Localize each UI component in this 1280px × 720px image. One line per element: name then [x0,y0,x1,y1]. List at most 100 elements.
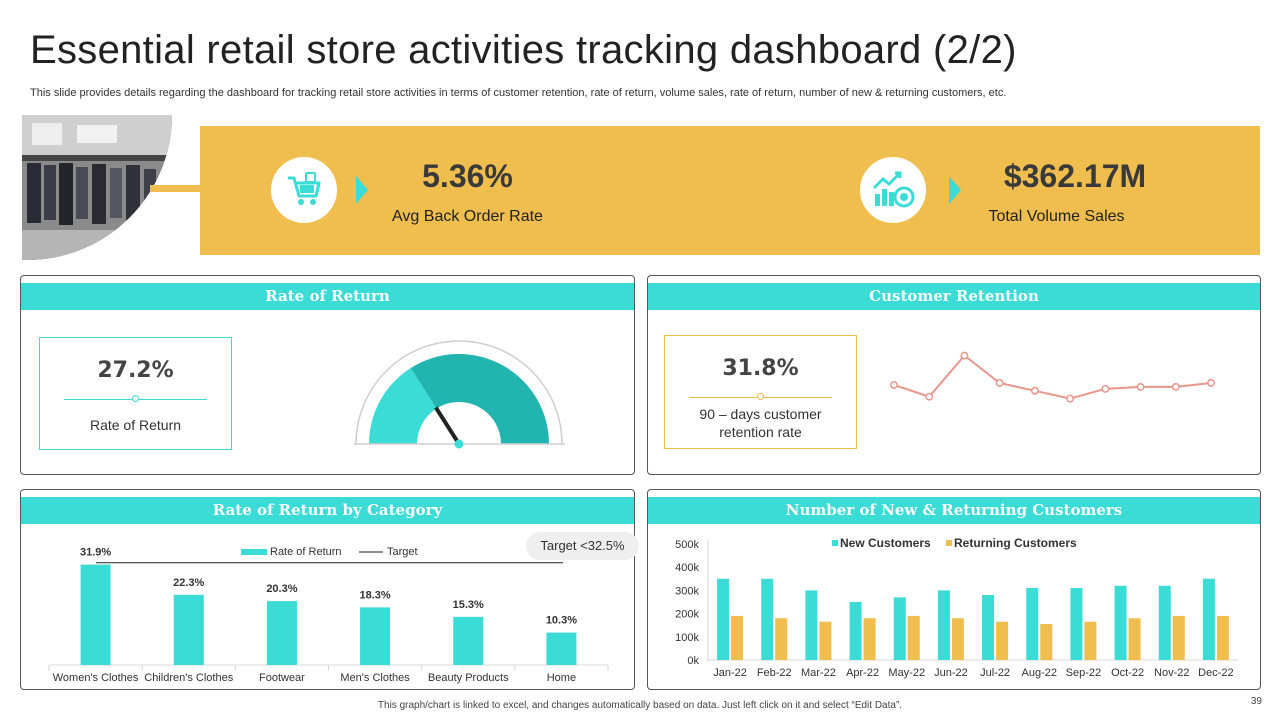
returning-customers-bar [951,618,964,660]
retention-line [893,354,1212,400]
category-bar-label: 20.3% [266,583,297,595]
customer-retention-divider-dot [757,393,764,400]
retention-point [890,380,898,389]
customers-legend-swatch [832,540,838,546]
returning-customers-bar [1216,615,1229,660]
category-bar-label: 18.3% [359,589,390,601]
customer-retention-header: Customer Retention [648,283,1260,310]
returning-customers-bar [1084,621,1097,660]
gauge-outer-ring [355,340,563,445]
customers-y-tick-label: 100k [675,632,699,644]
category-bar-label: 31.9% [80,547,111,559]
shopping-cart-icon [288,172,321,205]
new-customers-bar [1202,578,1215,660]
rate-of-return-divider-dot [132,395,139,402]
returning-customers-bar [1172,615,1185,660]
retention-point [1101,384,1110,393]
kpi-arrow-2 [949,176,961,204]
customers-y-tick-label: 400k [675,562,699,574]
returning-customers-bar [863,618,876,660]
customers-header: Number of New & Returning Customers [648,497,1260,524]
legend-target: Target [387,546,418,558]
customer-retention-box: 31.8% 90 – days customer retention rate [664,335,857,449]
new-customers-bar [893,597,906,660]
rate-of-return-value: 27.2% [97,358,174,383]
returning-customers-bar [819,621,832,660]
target-pill: Target <32.5% [526,532,639,560]
category-bar-label: 22.3% [173,577,204,589]
category-panel: Rate of Return by Category Target <32.5%… [20,489,639,690]
category-bar-label: 15.3% [453,599,484,611]
customers-legend-label: New Customers [840,536,931,550]
category-header: Rate of Return by Category [21,497,634,524]
legend-rate-of-return-swatch [241,549,267,555]
retention-point [925,392,934,401]
new-customers-bar [849,602,862,660]
category-tick-label: Women's Clothes [53,672,139,684]
customers-y-tick-label: 200k [675,609,699,621]
category-tick-label: Men's Clothes [340,672,410,684]
returning-customers-bar [775,618,788,660]
returning-customers-bar [731,615,744,660]
kpi-banner: 5.36% Avg Back Order Rate $362.17M Total… [200,126,1260,255]
rate-of-return-panel: Rate of Return 27.2% Rate of Return [20,275,635,475]
customers-legend-swatch [946,540,952,546]
returning-customers-bar [1128,618,1141,660]
returning-customers-bar [907,615,920,660]
customers-x-tick-label: Oct-22 [1111,667,1144,679]
category-bar [173,594,204,665]
customer-retention-label-1: 90 – days customer [699,406,822,422]
returning-customers-bar [996,621,1009,660]
gauge-fill [368,368,437,444]
new-customers-bar [1114,585,1127,660]
new-customers-bar [982,595,995,660]
kpi-arrow-1 [356,176,368,204]
customers-y-tick-label: 0k [687,655,699,667]
category-tick-label: Home [547,672,576,684]
rate-of-return-header: Rate of Return [21,283,634,310]
customers-x-tick-label: Mar-22 [801,667,836,679]
customers-bar-chart: 0k 100k 200k 300k 400k 500k New Customers Retur… [675,536,1238,679]
customers-x-tick-label: Dec-22 [1198,667,1233,679]
retention-point [1066,394,1075,403]
customer-retention-line-chart [890,351,1215,403]
category-bar-chart: Rate of Return Target 31.9% Women's Clothes… [48,546,609,684]
kpi-label-back-order: Avg Back Order Rate [392,208,543,225]
kpi-icon-circle-1 [271,157,337,223]
new-customers-bar [1158,585,1171,660]
kpi-value-volume-sales: $362.17M [1003,158,1147,194]
customers-x-tick-label: Nov-22 [1154,667,1189,679]
returning-customers-bar [1040,624,1053,660]
category-tick-label: Children's Clothes [144,672,233,684]
category-tick-label: Footwear [259,672,305,684]
page-number: 39 [1250,696,1262,707]
customers-x-tick-label: Sep-22 [1066,667,1101,679]
customers-panel: Number of New & Returning Customers 0k 10… [647,489,1261,690]
kpi-value-back-order: 5.36% [422,158,513,194]
legend-rate-of-return: Rate of Return [270,546,342,558]
category-bar [80,564,111,665]
new-customers-bar [761,578,774,660]
rate-of-return-gauge [354,340,565,449]
rate-of-return-label: Rate of Return [89,417,182,433]
customers-x-tick-label: Feb-22 [757,667,792,679]
page-subtitle: This slide provides details regarding th… [30,87,1007,99]
retention-point [1171,382,1180,391]
customers-x-tick-label: Jul-22 [980,667,1010,679]
new-customers-bar [805,590,818,660]
category-tick-label: Beauty Products [428,672,509,684]
retention-point [1136,382,1145,391]
customers-y-tick-label: 500k [675,539,699,551]
photo-connector [150,185,205,192]
category-bar [546,632,577,665]
page-title: Essential retail store activities tracki… [30,28,1017,72]
retention-point [960,351,969,360]
category-bar [360,607,391,665]
category-bar [266,601,297,665]
customers-x-tick-label: Apr-22 [846,667,879,679]
new-customers-bar [1070,588,1083,660]
customers-x-tick-label: Jun-22 [934,667,968,679]
customers-x-tick-label: May-22 [888,667,925,679]
customers-y-tick-label: 300k [675,585,699,597]
customers-x-tick-label: Jan-22 [713,667,747,679]
